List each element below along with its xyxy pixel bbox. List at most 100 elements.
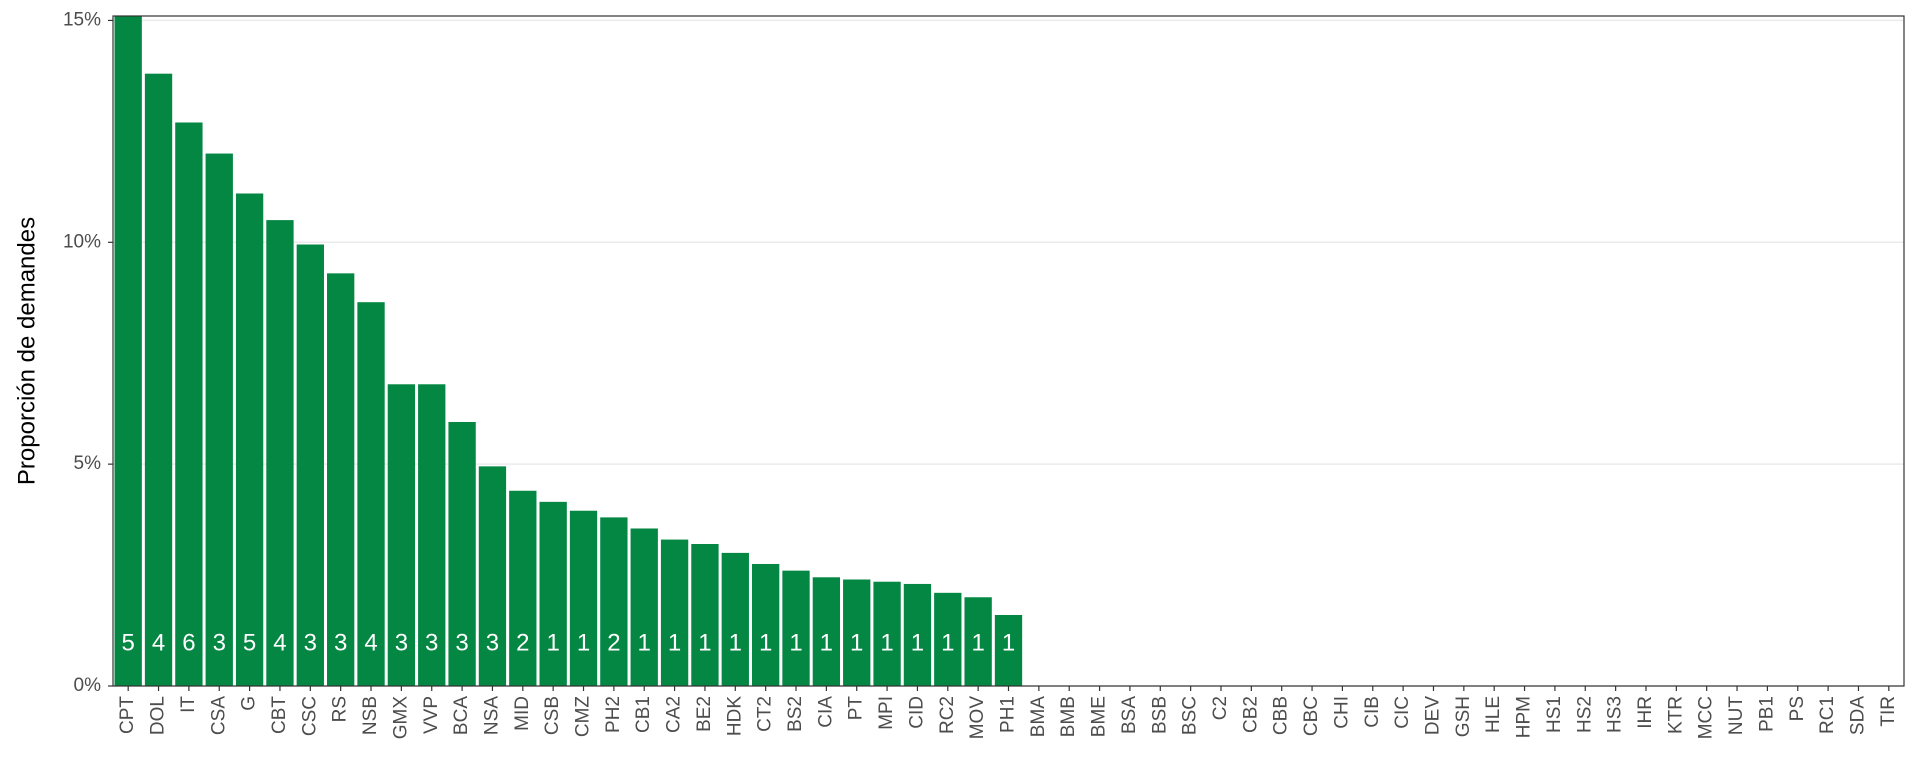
bar	[509, 490, 537, 686]
x-tick-label: HDK	[724, 696, 745, 736]
bar	[448, 421, 476, 686]
x-tick-label: BMB	[1058, 696, 1079, 737]
x-tick-label: NSA	[481, 696, 502, 735]
bar	[144, 73, 173, 686]
x-tick-label: BCA	[451, 696, 472, 735]
x-tick-label: CHI	[1331, 696, 1352, 729]
bar	[539, 501, 567, 686]
bar	[964, 597, 992, 686]
x-tick-label: HS3	[1605, 696, 1626, 733]
bar-count-label: 4	[152, 629, 165, 656]
x-tick-label: HLE	[1483, 696, 1504, 733]
panel-border	[112, 15, 1905, 687]
x-tick-label: PH2	[603, 696, 624, 733]
bar	[812, 577, 841, 686]
x-tick-label: DEV	[1422, 696, 1443, 735]
x-tick-label: CMZ	[573, 696, 594, 738]
x-tick-label: C2	[1210, 696, 1231, 720]
x-tick-label: HPM	[1514, 696, 1535, 738]
bar-count-label: 1	[820, 629, 833, 656]
bar-count-label: 2	[607, 629, 620, 656]
bar	[296, 244, 324, 686]
x-tick-label: CIC	[1392, 696, 1413, 729]
bar-count-label: 1	[789, 629, 802, 656]
x-tick-label: KTR	[1665, 696, 1686, 734]
y-tick-label: 5%	[74, 453, 102, 474]
bar-count-label: 1	[971, 629, 984, 656]
x-tick-label: MCC	[1696, 696, 1717, 739]
x-tick-label: CID	[906, 696, 927, 729]
x-tick-label: BSA	[1119, 696, 1140, 734]
x-tick-label: HS1	[1544, 696, 1565, 733]
bar-count-label: 1	[941, 629, 954, 656]
bar-count-label: 1	[698, 629, 711, 656]
bar-count-label: 3	[304, 629, 317, 656]
x-tick-label: MOV	[967, 696, 988, 740]
bar-count-label: 1	[577, 629, 590, 656]
bar-count-label: 3	[213, 629, 226, 656]
x-tick-label: G	[239, 696, 260, 711]
x-tick-label: BSC	[1180, 696, 1201, 735]
bar-count-label: 1	[911, 629, 924, 656]
bar	[600, 517, 628, 686]
bar	[114, 16, 142, 686]
x-tick-label: GMX	[390, 696, 411, 740]
x-tick-label: PS	[1787, 696, 1808, 721]
x-tick-label: CB2	[1240, 696, 1261, 733]
bar	[387, 384, 416, 686]
bar-count-label: 3	[395, 629, 408, 656]
bar	[903, 583, 932, 686]
x-tick-label: RS	[330, 696, 351, 722]
y-tick-label: 10%	[63, 231, 101, 252]
bar	[418, 384, 446, 686]
bar	[630, 528, 658, 686]
bar-count-label: 1	[546, 629, 559, 656]
bar	[721, 552, 749, 686]
x-tick-label: CSB	[542, 696, 563, 735]
x-tick-label: RC2	[937, 696, 958, 734]
x-tick-label: HS2	[1574, 696, 1595, 733]
x-tick-label: CB1	[633, 696, 654, 733]
bar-count-label: 2	[516, 629, 529, 656]
bar	[751, 563, 780, 686]
x-tick-label: CPT	[117, 696, 138, 734]
x-tick-label: IT	[178, 696, 199, 713]
x-tick-label: TIR	[1878, 696, 1899, 727]
bar	[266, 220, 294, 686]
bar	[994, 615, 1023, 686]
x-tick-label: BSB	[1149, 696, 1170, 734]
bar-count-label: 1	[668, 629, 681, 656]
bar	[175, 122, 203, 687]
x-tick-label: CBC	[1301, 696, 1322, 736]
bar-count-label: 5	[121, 629, 134, 656]
x-tick-label: GSH	[1453, 696, 1474, 737]
bar	[235, 193, 264, 686]
bar-count-label: 6	[182, 629, 195, 656]
x-tick-label: CT2	[755, 696, 776, 732]
bar-count-label: 1	[850, 629, 863, 656]
bar	[782, 570, 810, 686]
x-tick-label: CSA	[208, 696, 229, 735]
bar	[691, 544, 719, 686]
bar-count-label: 1	[638, 629, 651, 656]
bar-count-label: 1	[759, 629, 772, 656]
x-tick-label: CBB	[1271, 696, 1292, 735]
bar	[843, 579, 871, 686]
x-tick-label: MID	[512, 696, 533, 731]
bar	[327, 273, 355, 686]
x-tick-label: BME	[1089, 696, 1110, 737]
bar	[660, 539, 689, 686]
x-tick-label: SDA	[1847, 696, 1868, 735]
x-tick-label: VVP	[421, 696, 442, 734]
y-axis-title: Proporción de demandes	[13, 217, 40, 485]
x-tick-label: NSB	[360, 696, 381, 735]
bar-count-label: 5	[243, 629, 256, 656]
x-tick-label: CA2	[664, 696, 685, 733]
bar	[873, 581, 901, 686]
x-tick-label: IHR	[1635, 696, 1656, 729]
bar-count-label: 4	[273, 629, 286, 656]
y-tick-label: 0%	[74, 675, 102, 696]
x-tick-label: BMA	[1028, 696, 1049, 738]
x-tick-label: RC1	[1817, 696, 1838, 734]
